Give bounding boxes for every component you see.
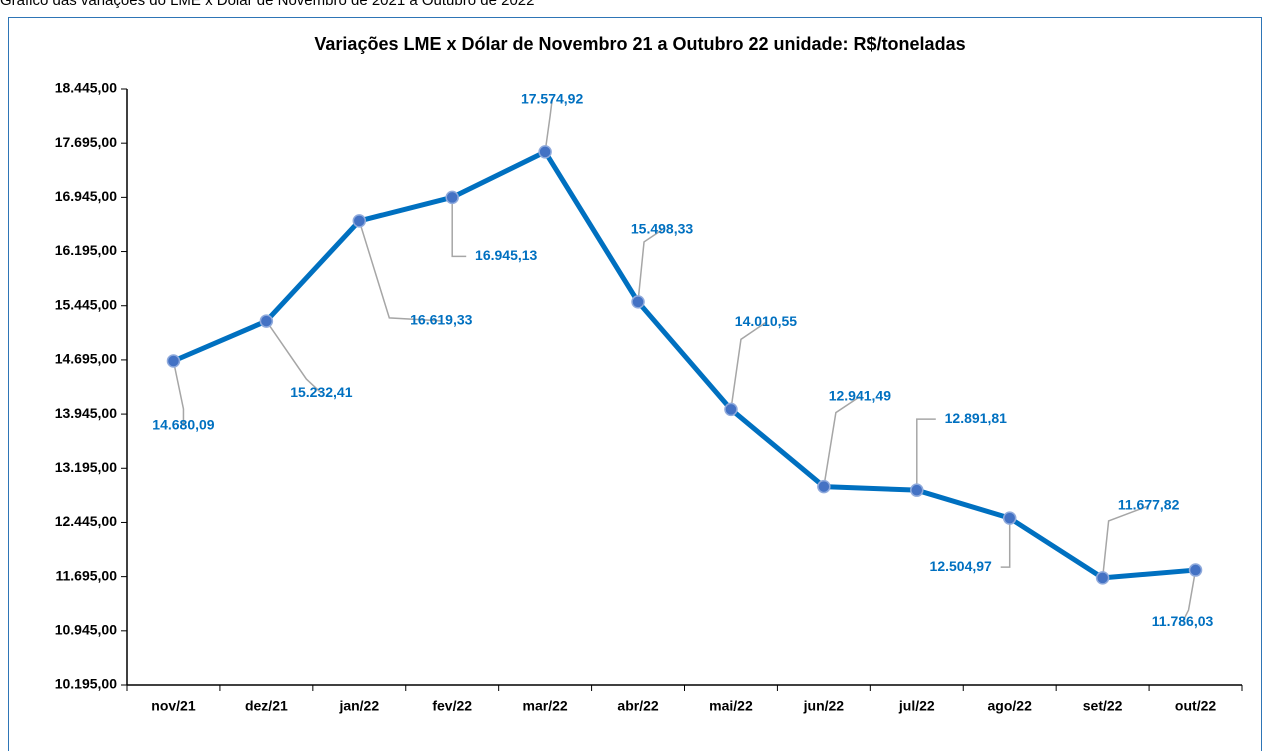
marker [259, 314, 274, 328]
leader-line [544, 99, 553, 152]
data-label: 11.677,82 [1118, 497, 1180, 513]
marker [910, 483, 924, 497]
x-tick-label: dez/21 [245, 698, 288, 714]
data-label: 11.786,03 [1152, 613, 1214, 629]
marker [631, 295, 645, 309]
x-tick-label: jul/22 [898, 698, 935, 714]
data-label: 12.504,97 [930, 558, 992, 574]
x-tick-label: abr/22 [617, 698, 658, 714]
y-tick-label: 10.195,00 [55, 676, 117, 692]
x-tick-label: out/22 [1175, 698, 1216, 714]
marker [817, 479, 831, 494]
data-label: 16.945,13 [475, 247, 537, 263]
x-tick-label: ago/22 [988, 698, 1033, 714]
marker [1188, 563, 1203, 577]
x-tick-label: jan/22 [338, 698, 379, 714]
leader-line [823, 395, 861, 487]
marker [1095, 571, 1110, 585]
leader-line [916, 418, 936, 491]
y-tick-label: 15.445,00 [55, 296, 117, 312]
leader-line [637, 229, 663, 302]
leader-line [1181, 569, 1197, 623]
y-tick-label: 18.445,00 [55, 80, 117, 96]
x-tick-label: mar/22 [523, 698, 568, 714]
marker [538, 145, 552, 159]
marker [352, 214, 367, 228]
marker [445, 190, 459, 205]
leader-line [730, 321, 767, 410]
x-tick-label: jun/22 [803, 698, 845, 714]
leader-line [358, 220, 442, 322]
data-label: 14.680,09 [152, 417, 214, 433]
y-tick-label: 13.945,00 [55, 405, 117, 421]
line [172, 149, 1196, 581]
x-tick-label: set/22 [1083, 698, 1123, 714]
y-tick-label: 13.195,00 [55, 459, 117, 475]
x-tick-label: mai/22 [709, 698, 753, 714]
data-label: 17.574,92 [521, 91, 583, 107]
y-tick-label: 10.945,00 [55, 622, 117, 638]
y-tick-label: 17.695,00 [55, 134, 117, 150]
leader-line [1101, 505, 1149, 578]
data-label: 14.010,55 [735, 313, 797, 329]
data-label: 16.619,33 [410, 312, 472, 328]
marker [724, 402, 738, 417]
y-tick-label: 14.695,00 [55, 351, 117, 367]
leader-line [451, 197, 467, 258]
leader-line [1000, 518, 1011, 568]
x-tick-label: nov/21 [151, 698, 196, 714]
data-label: 12.891,81 [945, 410, 1007, 426]
marker [1002, 511, 1017, 525]
x-tick-label: fev/22 [432, 698, 472, 714]
data-label: 15.498,33 [631, 221, 693, 237]
caption: Gráfico das variações do LME x Dólar de … [0, 0, 534, 9]
y-tick-label: 16.945,00 [55, 188, 117, 204]
y-tick-label: 11.695,00 [55, 567, 117, 583]
leader-line [265, 320, 322, 394]
y-tick-label: 12.445,00 [55, 513, 117, 529]
data-label: 15.232,41 [290, 384, 352, 400]
chart-title: Variações LME x Dólar de Novembro 21 a O… [314, 34, 965, 54]
chart-border [8, 17, 1262, 751]
leader-line [172, 360, 185, 426]
marker [166, 354, 181, 368]
data-label: 12.941,49 [829, 387, 891, 403]
y-tick-label: 16.195,00 [55, 242, 117, 258]
